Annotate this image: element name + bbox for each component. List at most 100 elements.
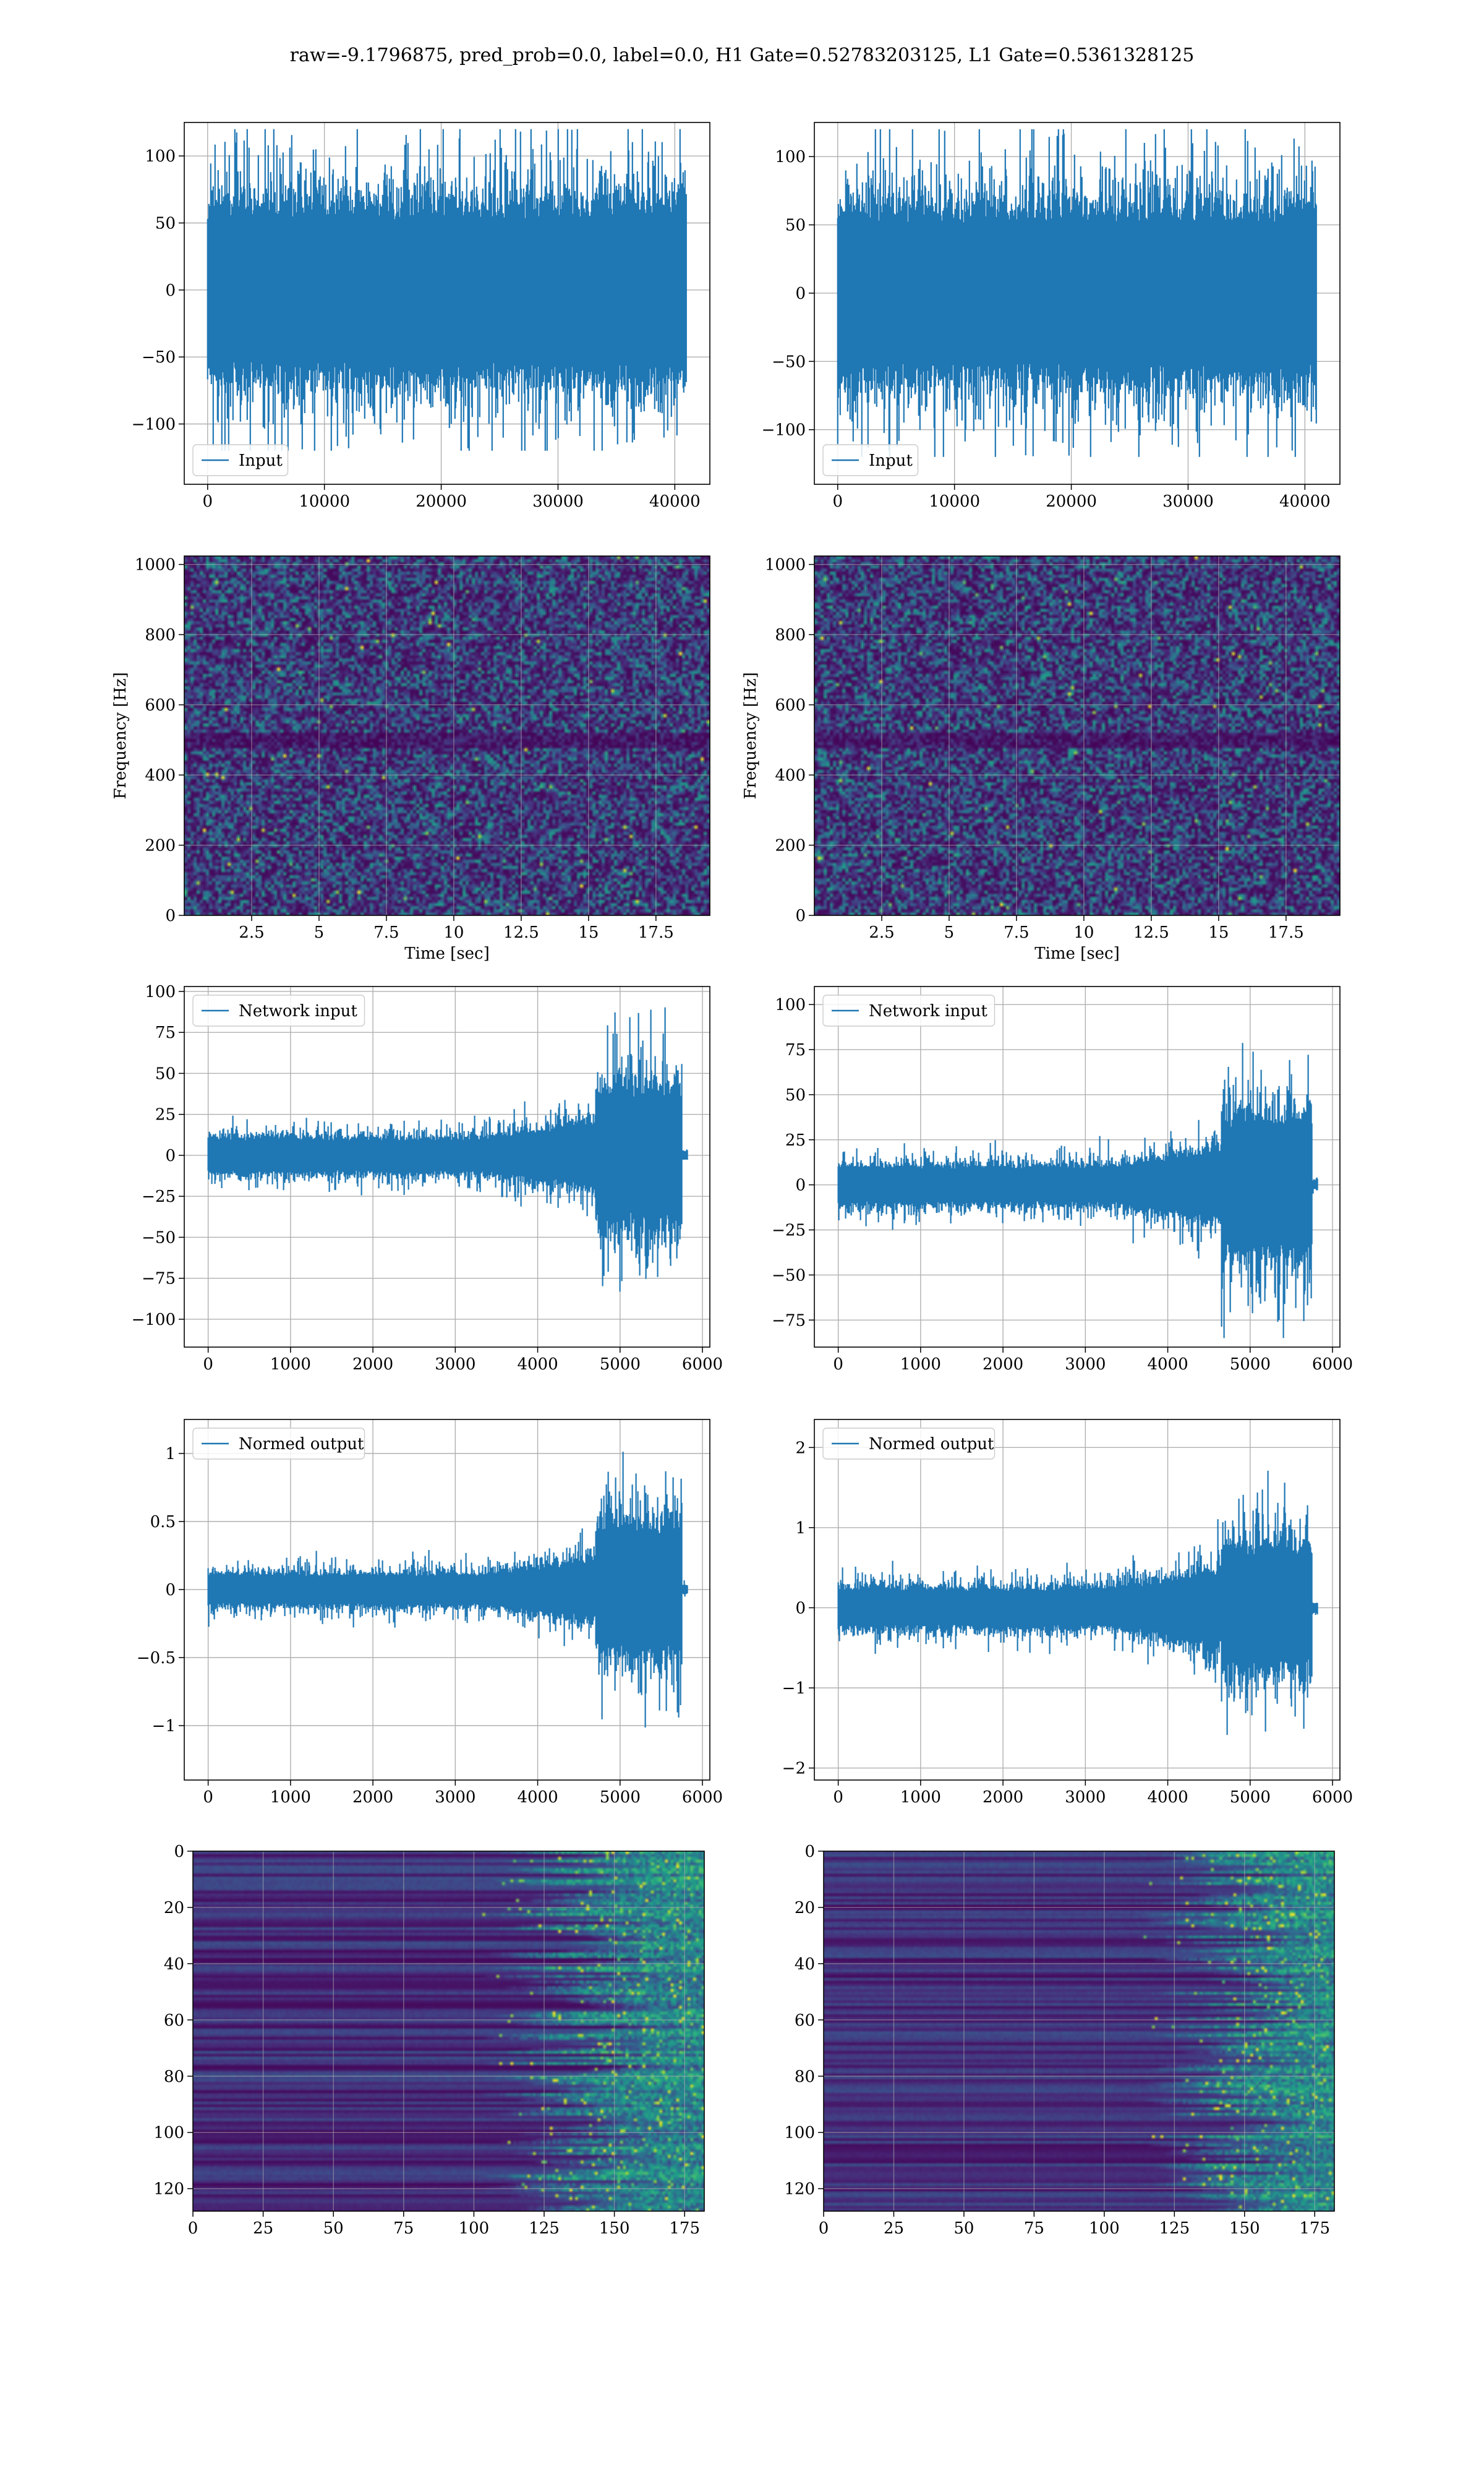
x-tick-label: 3000 bbox=[435, 1788, 475, 1807]
y-tick-label: 2 bbox=[795, 1439, 806, 1457]
x-tick-label: 6000 bbox=[1312, 1788, 1353, 1807]
y-tick-label: 80 bbox=[795, 2068, 815, 2086]
series-line bbox=[207, 129, 687, 451]
x-tick-label: 7.5 bbox=[1004, 923, 1029, 942]
x-tick-label: 2000 bbox=[352, 1788, 393, 1807]
x-tick-label: 75 bbox=[393, 2219, 414, 2238]
x-tick-label: 10000 bbox=[929, 492, 980, 511]
legend-box bbox=[192, 444, 289, 476]
feature-heatmap-image bbox=[824, 1851, 1334, 2211]
legend-label: Normed output bbox=[239, 1435, 364, 1453]
y-tick-label: 100 bbox=[145, 983, 176, 1001]
x-tick-label: 12.5 bbox=[503, 923, 539, 942]
axes-frame bbox=[184, 122, 710, 485]
y-tick-label: 100 bbox=[153, 2124, 184, 2142]
x-tick-label: 10000 bbox=[299, 492, 350, 511]
y-tick-label: 25 bbox=[155, 1106, 176, 1124]
figure-title: raw=-9.1796875, pred_prob=0.0, label=0.0… bbox=[289, 45, 1195, 66]
axes-frame bbox=[814, 555, 1341, 916]
y-tick-label: 0 bbox=[174, 1843, 184, 1861]
chart-network-input-l1: 0 1000 2000 3000 4000 5000 6000 100 75 50 25 0 −25 −5… bbox=[772, 986, 1353, 1374]
axes-frame bbox=[823, 1851, 1335, 2212]
x-tick-label: 12.5 bbox=[1133, 923, 1169, 942]
series-line bbox=[837, 1043, 1318, 1338]
y-tick-label: 0 bbox=[795, 285, 806, 303]
x-tick-label: 50 bbox=[953, 2219, 974, 2238]
x-tick-label: 75 bbox=[1024, 2219, 1044, 2238]
x-tick-label: 15 bbox=[578, 923, 599, 942]
y-tick-label: 0 bbox=[165, 907, 176, 925]
y-tick-label: 0 bbox=[804, 1843, 815, 1861]
chart-svg: 2.5 5 7.5 10 12.5 15 17.5 1000 800 600 400 200 0 Time… bbox=[741, 555, 1341, 963]
x-tick-label: 0 bbox=[833, 1788, 843, 1807]
y-tick-label: 1000 bbox=[135, 556, 176, 575]
x-tick-label: 0 bbox=[203, 1355, 213, 1374]
x-tick-label: 125 bbox=[1159, 2219, 1190, 2238]
x-tick-label: 3000 bbox=[1065, 1788, 1106, 1807]
x-tick-label: 5000 bbox=[600, 1355, 641, 1374]
y-tick-label: 60 bbox=[795, 2011, 815, 2030]
x-tick-label: 3000 bbox=[1065, 1355, 1106, 1374]
y-axis-label: Frequency [Hz] bbox=[741, 672, 760, 800]
legend-box bbox=[192, 1427, 365, 1460]
x-tick-label: 125 bbox=[529, 2219, 560, 2238]
x-tick-label: 2000 bbox=[352, 1355, 393, 1374]
x-tick-label: 6000 bbox=[682, 1355, 723, 1374]
legend-label: Input bbox=[239, 452, 283, 470]
y-tick-label: −50 bbox=[142, 1228, 176, 1247]
y-tick-label: 120 bbox=[153, 2180, 184, 2199]
axes-frame bbox=[184, 986, 710, 1348]
axes-frame bbox=[814, 122, 1341, 485]
x-tick-label: 100 bbox=[1089, 2219, 1120, 2238]
x-tick-label: 2.5 bbox=[239, 923, 264, 942]
y-tick-label: 400 bbox=[775, 766, 806, 785]
y-tick-label: 40 bbox=[164, 1955, 184, 1974]
x-axis-label: Time [sec] bbox=[404, 944, 490, 963]
y-tick-label: −50 bbox=[772, 353, 806, 371]
chart-svg: 2.5 5 7.5 10 12.5 15 17.5 1000 800 600 400 200 0 Time… bbox=[111, 555, 710, 963]
chart-network-input-h1: 0 1000 2000 3000 4000 5000 6000 100 75 50 25 0 −25 −5… bbox=[132, 983, 723, 1374]
series-line bbox=[207, 1007, 688, 1292]
x-tick-label: 1000 bbox=[900, 1355, 941, 1374]
chart-svg: 0 1000 2000 3000 4000 5000 6000 100 75 50 25 0 −25 −5… bbox=[132, 983, 723, 1374]
x-tick-label: 15 bbox=[1208, 923, 1229, 942]
chart-input-h1: 0 10000 20000 30000 40000 100 50 0 −50 −100 Input bbox=[132, 122, 710, 511]
x-axis-label: Time [sec] bbox=[1034, 944, 1120, 963]
y-tick-label: −100 bbox=[132, 1311, 176, 1329]
x-tick-label: 6000 bbox=[1312, 1355, 1353, 1374]
legend-label: Network input bbox=[239, 1002, 357, 1021]
y-tick-label: 40 bbox=[795, 1955, 815, 1974]
x-tick-label: 5 bbox=[314, 923, 325, 942]
x-tick-label: 5000 bbox=[1230, 1355, 1271, 1374]
legend: Input bbox=[192, 444, 289, 476]
spectrogram-image bbox=[814, 556, 1340, 915]
y-tick-label: 100 bbox=[775, 148, 806, 166]
chart-normed-output-h1: 0 1000 2000 3000 4000 5000 6000 1 0.5 0 −0.5 −1 Norm… bbox=[137, 1419, 723, 1807]
legend-label: Normed output bbox=[869, 1435, 994, 1453]
x-tick-label: 5 bbox=[944, 923, 955, 942]
y-tick-label: 0.5 bbox=[150, 1513, 176, 1531]
x-tick-label: 150 bbox=[1229, 2219, 1260, 2238]
chart-svg: 0 1000 2000 3000 4000 5000 6000 2 1 0 −1 −2 Normed o… bbox=[782, 1419, 1353, 1807]
chart-svg: 0 1000 2000 3000 4000 5000 6000 1 0.5 0 −0.5 −1 Norm… bbox=[137, 1419, 723, 1807]
legend-label: Network input bbox=[869, 1002, 987, 1021]
y-tick-label: 20 bbox=[164, 1899, 184, 1917]
x-tick-label: 10 bbox=[1073, 923, 1094, 942]
y-tick-label: −75 bbox=[772, 1311, 806, 1330]
y-tick-label: 50 bbox=[155, 215, 176, 233]
y-tick-label: 800 bbox=[775, 626, 806, 644]
x-tick-label: 175 bbox=[669, 2219, 700, 2238]
y-tick-label: −1 bbox=[152, 1717, 176, 1736]
y-tick-label: 100 bbox=[775, 996, 806, 1014]
chart-normed-output-l1: 0 1000 2000 3000 4000 5000 6000 2 1 0 −1 −2 Normed o… bbox=[782, 1419, 1353, 1807]
y-tick-label: 1 bbox=[795, 1519, 806, 1538]
y-tick-label: 200 bbox=[145, 837, 176, 855]
x-tick-label: 7.5 bbox=[373, 923, 399, 942]
x-tick-label: 0 bbox=[833, 492, 843, 511]
y-axis-label: Frequency [Hz] bbox=[111, 672, 130, 800]
x-tick-label: 17.5 bbox=[638, 923, 674, 942]
x-tick-label: 175 bbox=[1299, 2219, 1330, 2238]
x-tick-label: 40000 bbox=[1279, 492, 1331, 511]
y-tick-label: 0 bbox=[795, 1176, 806, 1195]
y-tick-label: −0.5 bbox=[137, 1649, 176, 1667]
